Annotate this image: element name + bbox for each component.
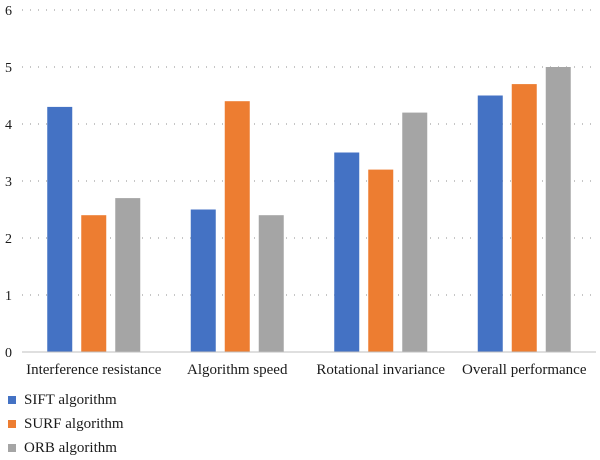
legend: SIFT algorithm SURF algorithm ORB algorith… <box>8 388 124 460</box>
y-tick-label: 0 <box>5 346 12 361</box>
bar-surf-2 <box>368 169 394 352</box>
bars <box>47 67 571 353</box>
bar-orb-2 <box>402 112 428 352</box>
bar-sift-3 <box>477 95 503 352</box>
x-category-label: Algorithm speed <box>187 362 288 378</box>
x-category-label: Rotational invariance <box>316 362 445 378</box>
legend-swatch <box>8 396 16 404</box>
bar-orb-1 <box>258 215 284 352</box>
legend-label: SURF algorithm <box>24 415 124 432</box>
x-category-label: Interference resistance <box>26 362 162 378</box>
y-tick-label: 5 <box>5 61 12 76</box>
y-tick-label: 3 <box>5 175 12 190</box>
bar-sift-2 <box>334 152 360 352</box>
bar-sift-1 <box>190 209 216 352</box>
y-tick-label: 4 <box>5 118 12 133</box>
bar-surf-0 <box>81 215 107 352</box>
x-category-label: Overall performance <box>462 362 587 378</box>
legend-item: ORB algorithm <box>8 436 124 460</box>
y-axis-ticks: 0 1 2 3 4 5 6 <box>5 4 12 361</box>
legend-label: ORB algorithm <box>24 439 117 456</box>
y-tick-label: 1 <box>5 289 12 304</box>
bar-sift-0 <box>47 106 73 353</box>
legend-item: SIFT algorithm <box>8 388 124 412</box>
legend-label: SIFT algorithm <box>24 391 117 408</box>
legend-swatch <box>8 420 16 428</box>
y-tick-label: 2 <box>5 232 12 247</box>
bar-orb-3 <box>545 67 571 352</box>
gridlines <box>22 9 596 296</box>
legend-item: SURF algorithm <box>8 412 124 436</box>
legend-swatch <box>8 444 16 452</box>
x-axis-labels: Interference resistance Algorithm speed Ro… <box>26 362 587 378</box>
y-tick-label: 6 <box>5 4 12 19</box>
bar-surf-3 <box>511 84 537 352</box>
bar-chart: 0 1 2 3 4 5 6 Interference resistance Algorithm… <box>5 4 596 378</box>
bar-orb-0 <box>115 198 141 352</box>
bar-surf-1 <box>224 101 250 352</box>
